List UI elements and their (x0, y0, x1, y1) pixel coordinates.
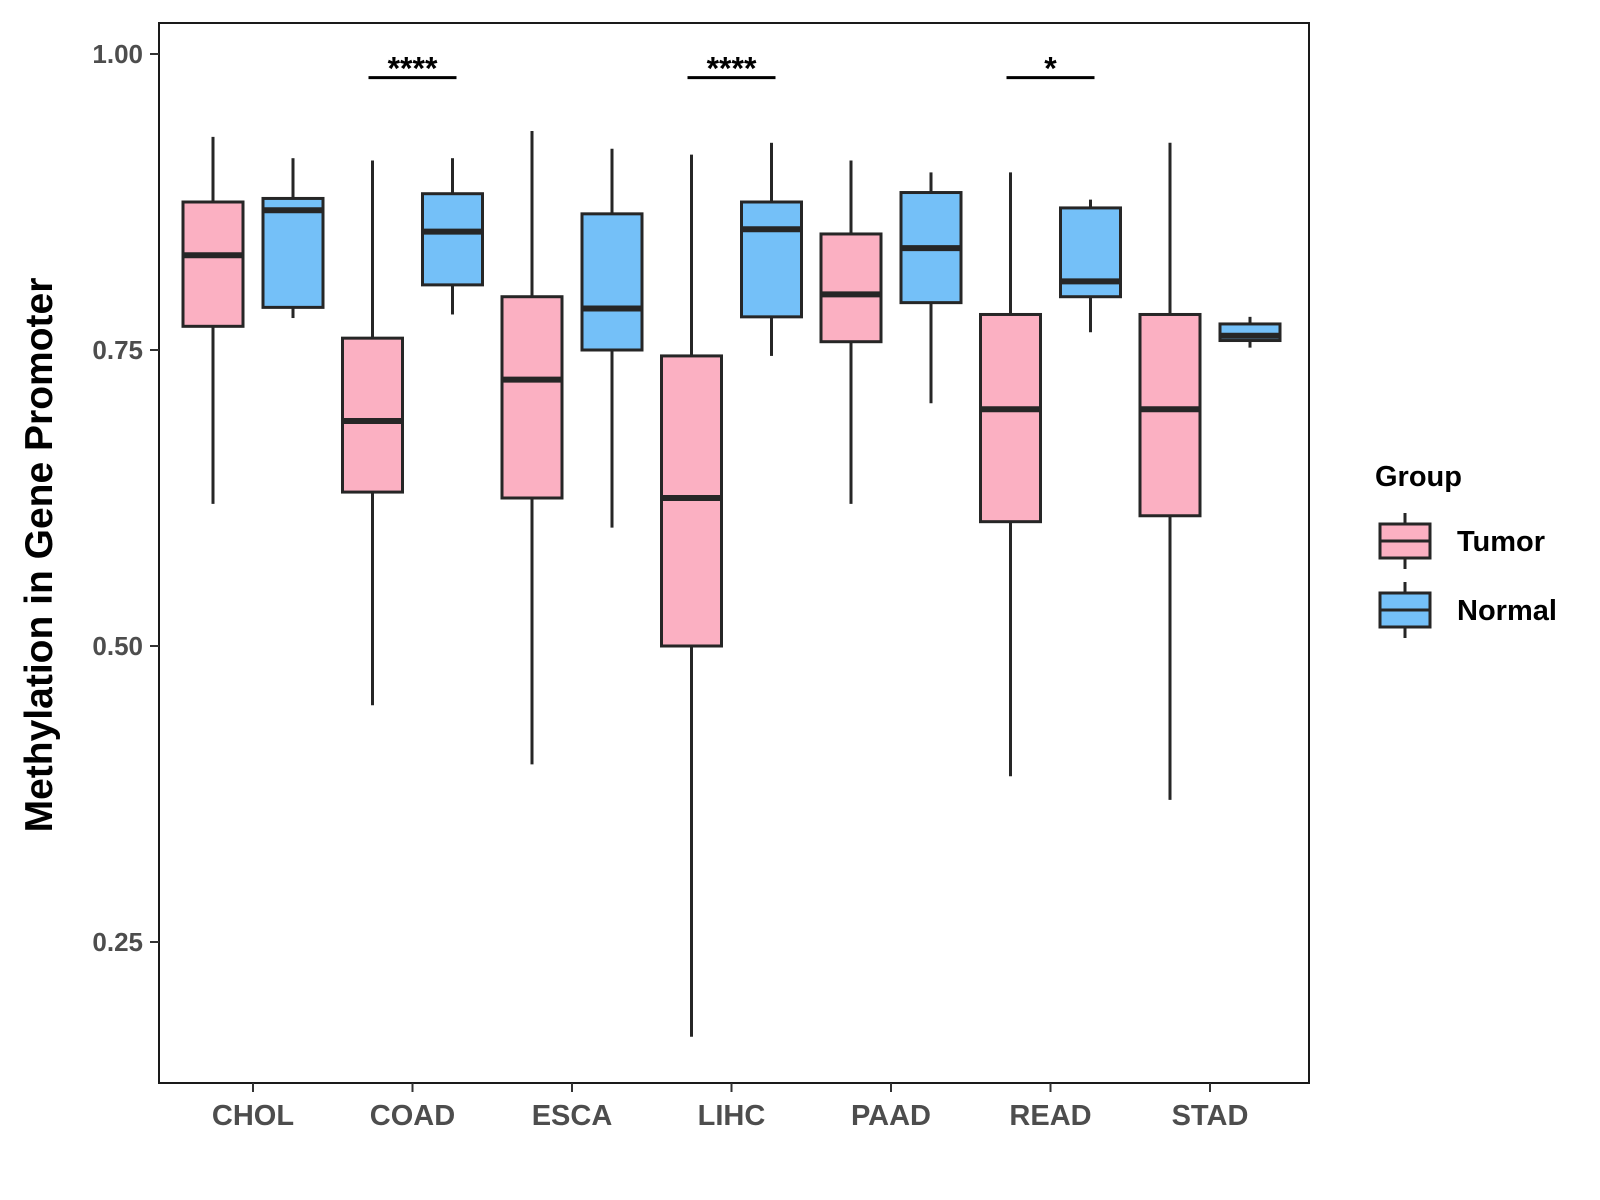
plot-marks: **** **** * (181, 51, 1282, 1037)
x-tick-label-chol: CHOL (212, 1100, 294, 1132)
box-body (1138, 312, 1202, 518)
significance-coad: **** (368, 51, 457, 87)
x-axis: CHOL COAD ESCA LIHC PAAD READ STAD (212, 1083, 1248, 1132)
x-tick-label-lihc: LIHC (698, 1100, 766, 1132)
y-axis-title: Methylation in Gene Promoter (18, 278, 61, 833)
box-tumor-lihc (660, 154, 723, 1037)
box-body (500, 295, 564, 500)
box-body (341, 336, 404, 494)
box-normal-stad (1218, 316, 1282, 348)
y-tick-label: 1.00 (92, 39, 143, 69)
plot-background (159, 23, 1309, 1083)
legend-label: Normal (1457, 595, 1557, 627)
x-tick-label-read: READ (1009, 1100, 1091, 1132)
box-normal-esca (580, 148, 644, 528)
box-tumor-read (979, 172, 1042, 777)
box-body (261, 196, 325, 309)
x-tick-label-stad: STAD (1172, 1100, 1249, 1132)
y-tick-label: 0.25 (92, 927, 143, 957)
box-body (819, 232, 883, 344)
box-body (580, 212, 644, 352)
box-normal-lihc (740, 142, 803, 356)
legend-label: Tumor (1457, 526, 1545, 558)
box-tumor-stad (1138, 142, 1202, 800)
significance-label: **** (388, 51, 438, 87)
box-tumor-paad (819, 160, 883, 504)
y-axis: 0.25 0.50 0.75 1.00 (92, 39, 159, 957)
legend-title: Group (1375, 461, 1462, 493)
box-body (979, 312, 1042, 524)
box-normal-read (1059, 199, 1122, 333)
box-tumor-esca (500, 130, 564, 765)
plot-border (158, 22, 1310, 1084)
legend: Group Tumor Normal (1375, 461, 1557, 638)
x-tick-label-paad: PAAD (851, 1100, 931, 1132)
box-body (181, 200, 245, 328)
box-body (740, 200, 803, 319)
legend-item-tumor: Tumor (1378, 513, 1545, 569)
significance-label: * (1044, 51, 1057, 87)
x-tick-label-coad: COAD (370, 1100, 455, 1132)
significance-lihc: **** (687, 51, 776, 87)
y-tick-label: 0.50 (92, 631, 143, 661)
significance-label: **** (707, 51, 757, 87)
legend-item-normal: Normal (1378, 582, 1557, 638)
y-tick-label: 0.75 (92, 335, 143, 365)
box-normal-paad (899, 172, 963, 404)
box-tumor-chol (181, 136, 245, 504)
box-tumor-coad (341, 160, 404, 706)
x-tick-label-esca: ESCA (532, 1100, 613, 1132)
significance-read: * (1006, 51, 1095, 87)
box-body (421, 192, 484, 287)
box-normal-coad (421, 158, 484, 315)
box-normal-chol (261, 158, 325, 319)
